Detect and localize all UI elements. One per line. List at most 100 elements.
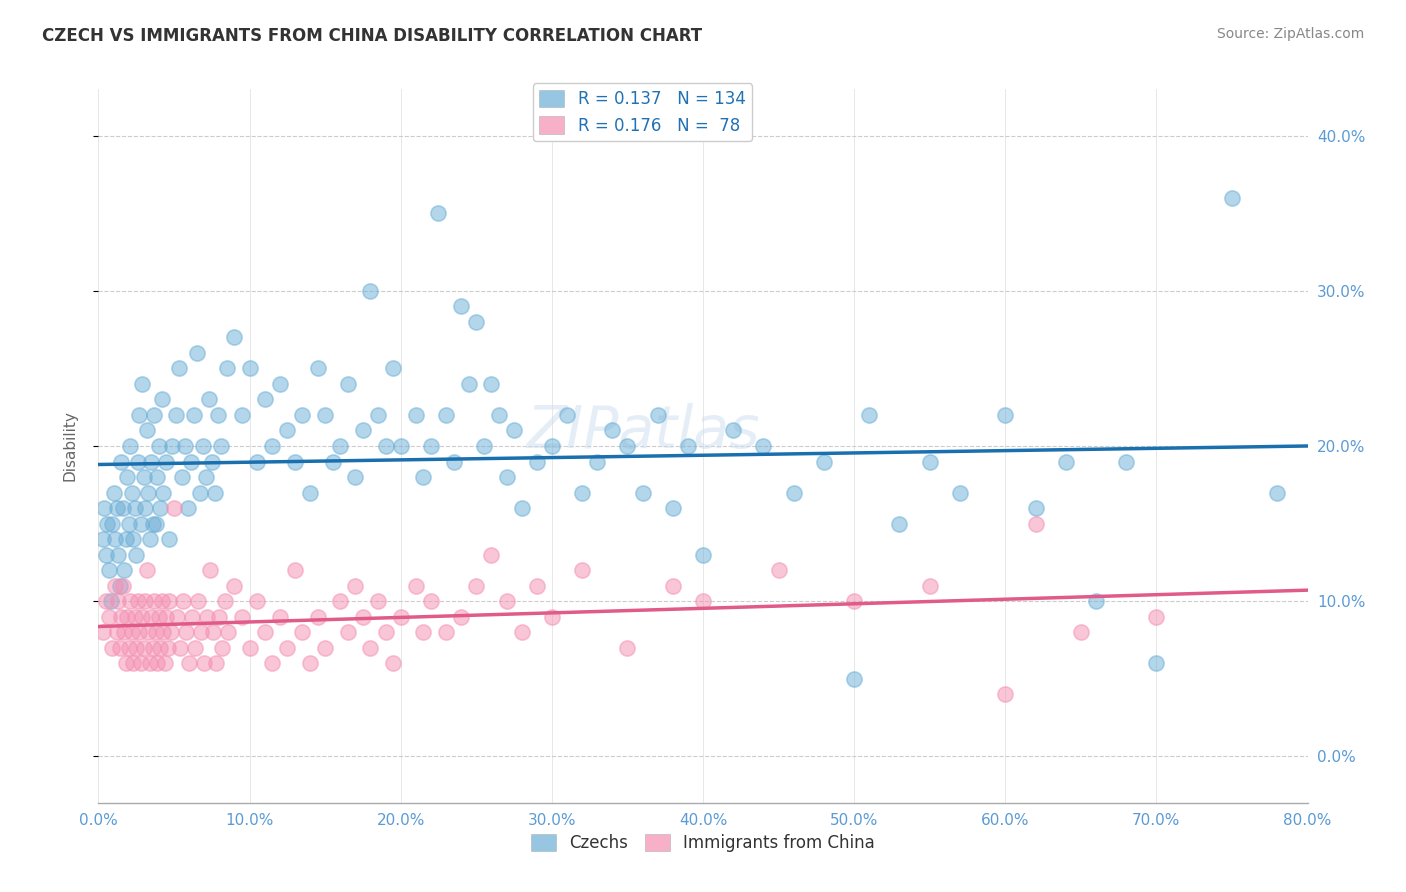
Point [231,609,253,624]
Point [152,625,174,640]
Point [918,579,941,593]
Point [571,485,593,500]
Point [148,609,170,624]
Point [94,594,117,608]
Point [360,640,382,655]
Point [571,563,593,577]
Point [488,408,510,422]
Point [186,346,208,360]
Point [124,609,146,624]
Point [262,656,284,670]
Point [163,501,186,516]
Point [91,625,114,640]
Point [246,454,269,468]
Point [336,625,359,640]
Point [107,548,129,562]
Point [187,594,209,608]
Point [131,609,153,624]
Point [159,594,181,608]
Point [114,532,136,546]
Point [382,656,405,670]
Point [125,640,148,655]
Point [156,640,179,655]
Point [405,408,427,422]
Point [1115,454,1137,468]
Point [155,609,177,624]
Text: ZIPatlas: ZIPatlas [526,403,759,460]
Point [307,609,329,624]
Legend: Czechs, Immigrants from China: Czechs, Immigrants from China [524,827,882,859]
Point [105,625,128,640]
Point [94,548,117,562]
Point [110,609,132,624]
Point [188,485,211,500]
Point [344,470,367,484]
Point [374,439,396,453]
Point [145,625,167,640]
Point [207,408,229,422]
Text: CZECH VS IMMIGRANTS FROM CHINA DISABILITY CORRELATION CHART: CZECH VS IMMIGRANTS FROM CHINA DISABILIT… [42,27,703,45]
Point [510,501,533,516]
Point [239,640,262,655]
Point [291,408,314,422]
Point [159,532,181,546]
Point [472,439,495,453]
Point [239,361,262,376]
Point [374,625,396,640]
Point [322,454,344,468]
Point [107,594,129,608]
Point [889,516,911,531]
Point [153,656,176,670]
Point [180,454,202,468]
Point [1267,485,1289,500]
Point [143,408,166,422]
Y-axis label: Disability: Disability [63,410,77,482]
Point [389,609,412,624]
Point [253,625,276,640]
Point [495,470,517,484]
Point [555,408,578,422]
Point [783,485,806,500]
Point [217,625,239,640]
Point [162,439,184,453]
Point [101,640,124,655]
Point [284,563,307,577]
Point [858,408,880,422]
Point [135,563,157,577]
Point [98,609,121,624]
Point [142,516,165,531]
Point [131,376,153,391]
Point [276,640,298,655]
Point [291,625,314,640]
Point [176,501,198,516]
Point [692,548,714,562]
Point [1054,454,1077,468]
Point [100,594,122,608]
Point [127,454,149,468]
Point [1220,191,1243,205]
Point [367,594,389,608]
Point [173,439,195,453]
Point [344,579,367,593]
Point [172,594,194,608]
Point [616,640,638,655]
Point [139,656,162,670]
Point [122,532,145,546]
Point [1024,516,1046,531]
Point [118,640,141,655]
Point [181,609,204,624]
Point [150,594,173,608]
Point [146,656,169,670]
Point [149,501,172,516]
Point [122,656,145,670]
Point [128,625,150,640]
Point [150,392,173,407]
Point [994,687,1017,701]
Point [155,454,177,468]
Point [112,625,135,640]
Point [114,656,136,670]
Point [314,408,336,422]
Point [165,408,187,422]
Point [481,548,503,562]
Point [405,579,427,593]
